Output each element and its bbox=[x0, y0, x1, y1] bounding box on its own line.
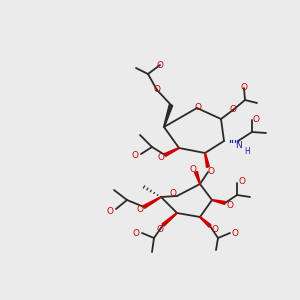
Polygon shape bbox=[195, 172, 200, 184]
Text: O: O bbox=[194, 103, 202, 112]
Text: O: O bbox=[133, 229, 140, 238]
Polygon shape bbox=[162, 213, 177, 226]
Text: O: O bbox=[212, 224, 218, 233]
Text: O: O bbox=[158, 154, 164, 163]
Text: O: O bbox=[169, 190, 176, 199]
Text: H: H bbox=[244, 148, 250, 157]
Text: N: N bbox=[236, 140, 242, 149]
Text: O: O bbox=[190, 164, 196, 173]
Polygon shape bbox=[212, 200, 225, 205]
Text: O: O bbox=[238, 178, 245, 187]
Text: O: O bbox=[106, 206, 113, 215]
Text: O: O bbox=[208, 167, 214, 176]
Polygon shape bbox=[143, 197, 161, 208]
Polygon shape bbox=[164, 148, 179, 156]
Text: O: O bbox=[232, 229, 238, 238]
Polygon shape bbox=[200, 217, 211, 227]
Text: O: O bbox=[157, 61, 164, 70]
Text: O: O bbox=[154, 85, 160, 94]
Text: O: O bbox=[253, 116, 260, 124]
Polygon shape bbox=[205, 153, 209, 167]
Text: O: O bbox=[226, 202, 233, 211]
Text: O: O bbox=[157, 224, 164, 233]
Text: O: O bbox=[241, 83, 248, 92]
Polygon shape bbox=[164, 104, 173, 127]
Text: O: O bbox=[131, 152, 139, 160]
Text: O: O bbox=[136, 206, 143, 214]
Text: O: O bbox=[230, 106, 236, 115]
